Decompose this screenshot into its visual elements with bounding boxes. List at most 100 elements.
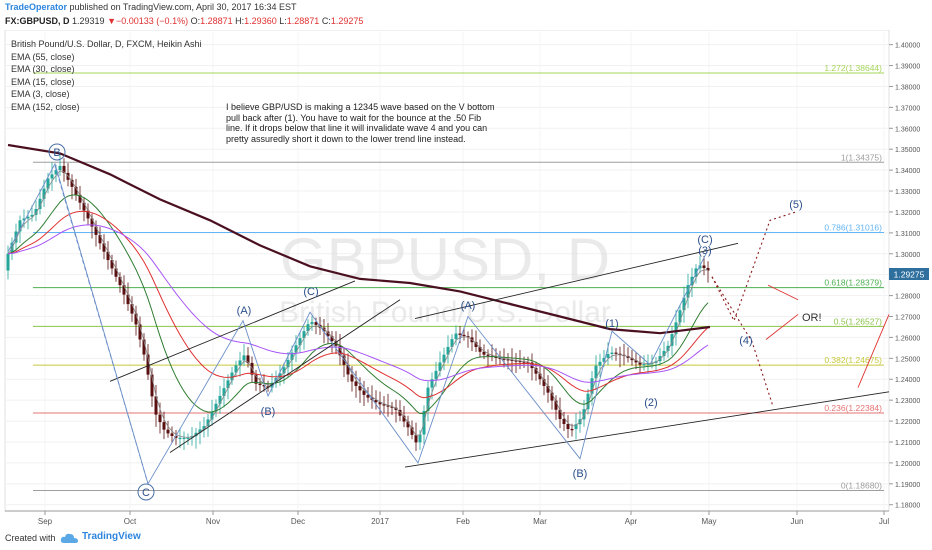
tradingview-link[interactable]: TradingView bbox=[82, 531, 141, 542]
legend-ema3[interactable]: EMA (3, close) bbox=[11, 89, 70, 99]
candle-body bbox=[674, 322, 678, 335]
candle-body bbox=[458, 333, 462, 335]
candle-body bbox=[638, 362, 642, 365]
candle-body bbox=[330, 336, 334, 342]
wave-label[interactable]: B bbox=[53, 147, 60, 159]
watermark-symbol: GBPUSD, D bbox=[280, 226, 610, 293]
made-with-label: Created with bbox=[5, 533, 56, 543]
candle-body bbox=[610, 352, 614, 355]
candle-body bbox=[618, 353, 622, 355]
candle-body bbox=[602, 357, 606, 362]
candle-body bbox=[18, 220, 22, 232]
ema-15-line bbox=[7, 194, 709, 415]
candle-body bbox=[570, 429, 574, 431]
candle-body bbox=[698, 265, 702, 269]
candle-body bbox=[586, 393, 590, 410]
y-tick-label: 1.40000 bbox=[895, 43, 920, 50]
wave-label[interactable]: (4) bbox=[739, 335, 752, 347]
candle-body bbox=[510, 359, 514, 362]
wave-path[interactable] bbox=[7, 162, 707, 485]
x-tick-label: Nov bbox=[206, 517, 220, 526]
candle-body bbox=[554, 400, 558, 410]
x-tick-label: Jun bbox=[791, 517, 804, 526]
wave-label[interactable]: (C) bbox=[697, 234, 712, 246]
ema-3-line bbox=[7, 170, 709, 438]
candle-body bbox=[398, 409, 402, 416]
or-label: OR! bbox=[802, 312, 822, 324]
analysis-note: I believe GBP/USD is making a 12345 wave… bbox=[226, 102, 495, 144]
x-tick-label: Sep bbox=[38, 517, 53, 526]
triangle-down-icon: ▼ bbox=[107, 16, 117, 26]
red-trend-right[interactable] bbox=[857, 314, 890, 388]
wave-labels[interactable]: BC(A)(B)(C)(A)(B)(1)(2)(3)(C)(4)(5) bbox=[48, 143, 803, 501]
trend-line-lower-left[interactable] bbox=[169, 299, 401, 453]
legend-ema30[interactable]: EMA (30, close) bbox=[11, 64, 75, 74]
last-price-label: 1.29275 bbox=[894, 270, 925, 280]
author-link[interactable]: TradeOperator bbox=[5, 2, 68, 12]
candle-body bbox=[102, 243, 106, 252]
candle-body bbox=[114, 268, 118, 277]
legend-ema15[interactable]: EMA (15, close) bbox=[11, 76, 75, 87]
price-chart[interactable]: GBPUSD, D British Pound/U.S. Dollar 0(1.… bbox=[0, 30, 932, 528]
candle-body bbox=[670, 334, 674, 346]
fib-label: 1.272(1.38644) bbox=[824, 63, 882, 73]
candle-body bbox=[346, 364, 350, 375]
candle-body bbox=[150, 374, 154, 397]
trend-line-upper-left[interactable] bbox=[109, 280, 356, 382]
trend-line-channel-top[interactable] bbox=[414, 242, 739, 320]
wave-label[interactable]: (1) bbox=[605, 318, 618, 330]
candle-body bbox=[702, 265, 706, 268]
candle-body bbox=[386, 405, 390, 407]
candle-body bbox=[378, 402, 382, 405]
wave-label[interactable]: (A) bbox=[237, 305, 252, 317]
trend-drawings[interactable] bbox=[7, 162, 890, 485]
wave-label[interactable]: (B) bbox=[261, 406, 276, 418]
candle-body bbox=[326, 331, 330, 337]
legend-ema152[interactable]: EMA (152, close) bbox=[11, 101, 80, 112]
candle-body bbox=[46, 178, 50, 189]
candle-body bbox=[358, 385, 362, 391]
candle-body bbox=[426, 387, 430, 412]
fib-retracement[interactable]: 0(1.18680) 0.236(1.22384) 0.382(1.24675) 0.… bbox=[33, 63, 884, 492]
candle-body bbox=[202, 426, 206, 430]
candle-body bbox=[294, 345, 298, 353]
price-axis[interactable]: 1.18000 1.19000 1.20000 1.21000 1.22000 1.230… bbox=[889, 43, 920, 510]
candle-body bbox=[122, 285, 126, 295]
high-value: 1.29360 bbox=[244, 16, 277, 26]
time-axis[interactable]: Sep Oct Nov Dec 2017 Feb Mar Apr May Jun Jul bbox=[5, 510, 889, 526]
watermark-name: British Pound/U.S. Dollar bbox=[279, 296, 611, 329]
x-tick-label: May bbox=[701, 517, 716, 526]
y-tick-label: 1.26000 bbox=[895, 335, 920, 342]
candle-body bbox=[502, 358, 506, 360]
candle-body bbox=[478, 346, 482, 352]
arrow-or-up[interactable] bbox=[767, 284, 799, 301]
candle-body bbox=[186, 437, 190, 440]
candle-body bbox=[26, 216, 30, 219]
projection-drop[interactable] bbox=[711, 276, 774, 407]
wave-label[interactable]: (C) bbox=[303, 286, 318, 298]
candle-body bbox=[338, 345, 342, 356]
fib-label: 0.5(1.26527) bbox=[834, 316, 882, 326]
fib-label: 0.786(1.31016) bbox=[824, 223, 882, 233]
wave-label[interactable]: (2) bbox=[644, 397, 657, 409]
candle-body bbox=[314, 322, 318, 325]
y-tick-label: 1.25000 bbox=[895, 356, 920, 363]
x-tick-label: Oct bbox=[124, 517, 137, 526]
candle-body bbox=[402, 415, 406, 422]
candle-body bbox=[138, 324, 142, 340]
trend-line-channel-bottom[interactable] bbox=[404, 391, 890, 468]
legend-ema55[interactable]: EMA (55, close) bbox=[11, 51, 75, 62]
wave-label[interactable]: (3) bbox=[698, 245, 711, 257]
candle-body bbox=[126, 294, 130, 305]
wave-label[interactable]: (A) bbox=[461, 300, 476, 312]
wave-label[interactable]: C bbox=[142, 487, 150, 499]
candle-body bbox=[646, 363, 650, 365]
candle-body bbox=[594, 365, 598, 379]
candle-body bbox=[382, 404, 386, 406]
ema-lines bbox=[7, 143, 711, 438]
wave-label[interactable]: (B) bbox=[573, 468, 588, 480]
arrow-or-down[interactable] bbox=[765, 314, 799, 340]
low-value: 1.28871 bbox=[286, 16, 320, 26]
wave-label[interactable]: (5) bbox=[789, 199, 802, 211]
candle-body bbox=[562, 418, 566, 425]
